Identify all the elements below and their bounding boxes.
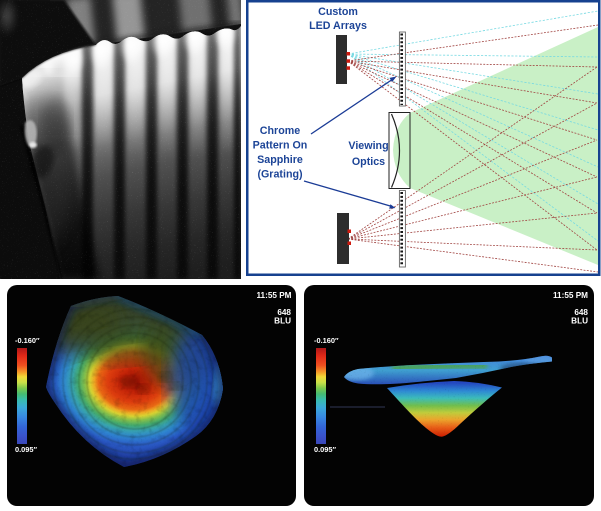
- svg-text:Custom: Custom: [318, 6, 358, 18]
- svg-text:0.095″: 0.095″: [15, 445, 37, 454]
- svg-text:Optics: Optics: [352, 156, 385, 168]
- svg-text:11:55 PM: 11:55 PM: [256, 291, 291, 300]
- svg-text:648: 648: [574, 308, 588, 317]
- svg-text:Viewing: Viewing: [348, 140, 388, 152]
- svg-text:11:55 PM: 11:55 PM: [553, 291, 588, 300]
- svg-text:BLU: BLU: [571, 317, 588, 326]
- svg-text:-0.160″: -0.160″: [314, 336, 339, 345]
- svg-text:Chrome: Chrome: [260, 125, 300, 137]
- svg-text:-0.160″: -0.160″: [15, 336, 40, 345]
- svg-text:Sapphire: Sapphire: [257, 154, 303, 166]
- svg-text:0.095″: 0.095″: [314, 445, 336, 454]
- svg-text:(Grating): (Grating): [257, 169, 303, 181]
- svg-text:LED Arrays: LED Arrays: [309, 20, 367, 32]
- svg-text:Pattern On: Pattern On: [253, 140, 308, 152]
- svg-text:BLU: BLU: [274, 317, 291, 326]
- svg-text:648: 648: [277, 308, 291, 317]
